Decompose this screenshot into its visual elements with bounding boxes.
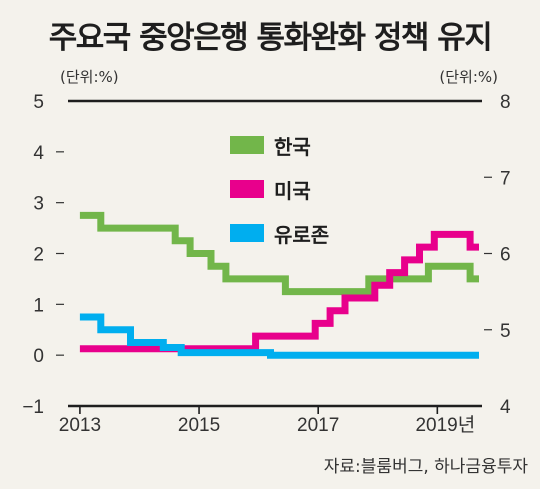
right-tick-label-0: 8 [500, 92, 511, 113]
x-tick-label-1: 2015 [178, 415, 220, 436]
left-tick-label-4: 1 [33, 295, 44, 316]
right-tick-label-4: 4 [500, 397, 511, 418]
series-line-0 [79, 211, 479, 296]
x-tick-label-0: 2013 [59, 415, 101, 436]
right-tick-label-1: 7 [500, 168, 511, 189]
left-tick-label-2: 3 [33, 194, 44, 215]
legend-swatch-1 [230, 180, 264, 198]
legend-label-0: 한국 [274, 135, 311, 159]
left-tick-label-0: 5 [33, 92, 44, 113]
x-tick-label-3: 2019년 [415, 414, 475, 436]
right-unit-label: (단위:%) [439, 68, 498, 86]
source-note: 자료:블룸버그, 하나금융투자 [324, 457, 529, 477]
left-tick-label-1: 4 [33, 143, 44, 164]
legend-label-2: 유로존 [274, 223, 329, 247]
series-line-1 [79, 230, 479, 353]
x-tick-label-2: 2017 [297, 415, 339, 436]
left-tick-label-3: 2 [33, 245, 44, 266]
right-tick-label-3: 5 [500, 321, 511, 342]
legend-swatch-2 [230, 224, 264, 242]
left-tick-label-5: 0 [33, 346, 44, 367]
right-tick-label-2: 6 [500, 245, 511, 266]
left-tick-label-6: −1 [22, 397, 44, 418]
series-line-2 [79, 313, 479, 359]
legend-label-1: 미국 [274, 179, 311, 203]
left-unit-label: (단위:%) [60, 68, 119, 86]
chart-title: 주요국 중앙은행 통화완화 정책 유지 [48, 20, 493, 56]
legend-swatch-0 [230, 136, 264, 154]
